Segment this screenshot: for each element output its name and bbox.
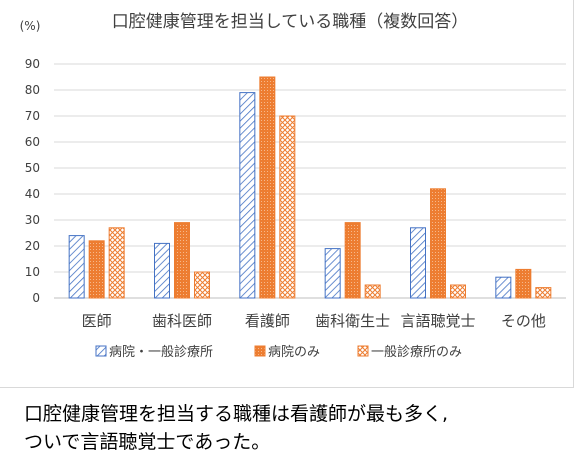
y-tick-label: 90 <box>25 57 40 71</box>
caption: 口腔健康管理を担当する職種は看護師が最も多く, ついで言語聴覚士であった。 <box>24 400 564 456</box>
bar-3-2 <box>194 271 210 299</box>
grid-lines <box>54 63 566 299</box>
bar-2-5 <box>430 188 446 299</box>
y-tick-label: 20 <box>25 239 40 253</box>
bar-3-5 <box>450 284 466 299</box>
x-tick-label: 言語聴覚士 <box>400 312 475 330</box>
bar-1-3 <box>239 92 256 299</box>
x-tick-label: 医師 <box>82 312 112 330</box>
chart-frame: 口腔健康管理を担当している職種（複数回答） (%) 0 10 20 30 40 50 60 7… <box>0 0 574 388</box>
bar-3-1 <box>108 227 125 299</box>
bar-3-3 <box>279 115 296 299</box>
y-tick-label: 50 <box>25 161 40 175</box>
bar-1-5 <box>410 227 426 299</box>
y-tick-label: 80 <box>25 83 40 97</box>
legend-label: 病院・一般診療所 <box>109 344 213 360</box>
bar-3-4 <box>364 284 381 299</box>
bar-chart: 口腔健康管理を担当している職種（複数回答） (%) 0 10 20 30 40 50 60 7… <box>20 12 566 360</box>
caption-line-1: 口腔健康管理を担当する職種は看護師が最も多く, <box>24 403 449 425</box>
x-tick-label: 歯科衛生士 <box>315 312 390 330</box>
caption-line-2: ついで言語聴覚士であった。 <box>24 431 271 453</box>
bar-2-6 <box>515 268 532 299</box>
y-tick-label: 60 <box>25 135 40 149</box>
legend-label: 一般診療所のみ <box>371 344 462 360</box>
bars <box>68 76 552 299</box>
legend-swatch <box>95 345 107 357</box>
bar-3-6 <box>535 287 552 299</box>
legend: 病院・一般診療所 病院のみ 一般診療所のみ <box>95 344 462 360</box>
legend-swatch <box>357 345 369 357</box>
bar-2-1 <box>88 240 105 299</box>
y-tick-label: 10 <box>25 265 40 279</box>
y-tick-label: 70 <box>25 109 40 123</box>
y-axis-label: (%) <box>20 19 41 33</box>
y-tick-label: 0 <box>32 291 40 305</box>
x-axis-labels: 医師 歯科医師 看護師 歯科衛生士 言語聴覚士 その他 <box>82 312 546 330</box>
bar-1-6 <box>495 276 512 299</box>
chart-title: 口腔健康管理を担当している職種（複数回答） <box>112 12 469 32</box>
bar-2-3 <box>259 76 276 299</box>
bar-1-4 <box>324 248 341 299</box>
x-tick-label: 看護師 <box>245 312 290 330</box>
bar-1-1 <box>68 235 85 299</box>
bar-2-4 <box>344 222 361 299</box>
legend-swatch <box>254 345 266 357</box>
y-tick-label: 30 <box>25 213 40 227</box>
x-tick-label: その他 <box>501 312 546 330</box>
bar-1-2 <box>154 242 170 299</box>
y-tick-label: 40 <box>25 187 40 201</box>
bar-2-2 <box>174 222 190 299</box>
legend-label: 病院のみ <box>268 345 320 360</box>
y-axis-ticks: 0 10 20 30 40 50 60 70 80 90 <box>25 57 40 305</box>
x-tick-label: 歯科医師 <box>152 312 212 330</box>
